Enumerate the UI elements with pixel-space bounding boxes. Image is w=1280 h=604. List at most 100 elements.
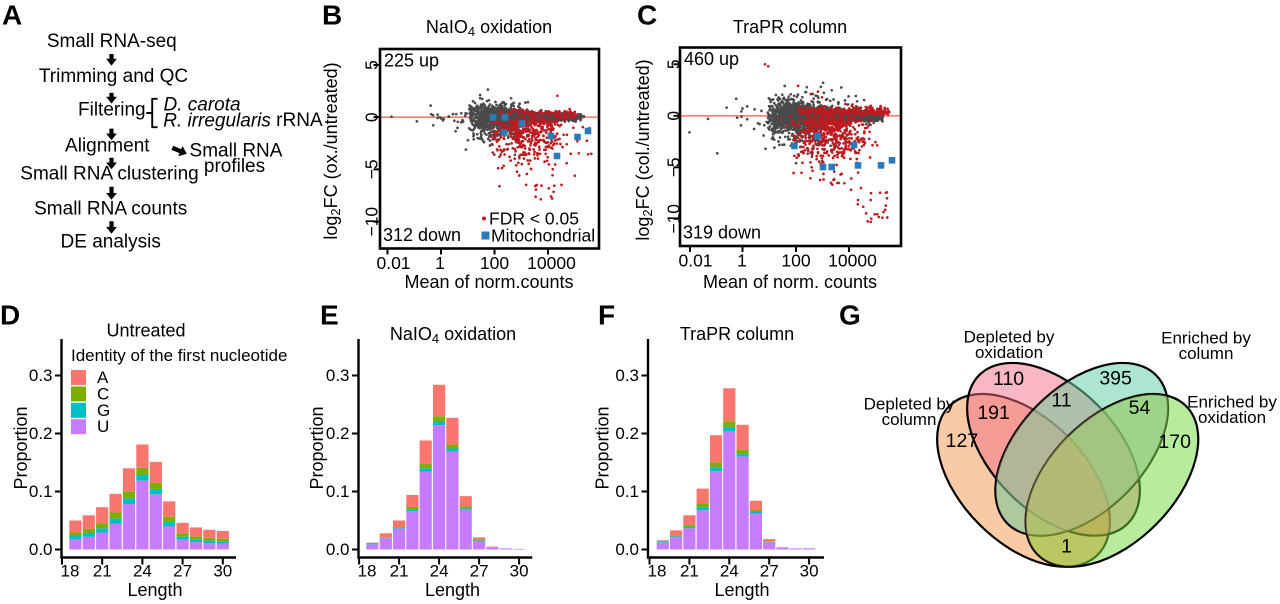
svg-text:Mean of norm. counts: Mean of norm. counts [703, 272, 877, 292]
svg-text:127: 127 [946, 430, 979, 452]
svg-text:24: 24 [430, 562, 449, 581]
svg-text:log2FC (col./untreated): log2FC (col./untreated) [633, 59, 655, 240]
svg-text:NaIO4 oxidation: NaIO4 oxidation [390, 324, 516, 346]
svg-text:0.1: 0.1 [29, 482, 53, 501]
svg-text:Mean of norm.counts: Mean of norm.counts [404, 272, 573, 292]
svg-text:Enriched by: Enriched by [1161, 329, 1251, 348]
svg-text:Proportion: Proportion [593, 406, 613, 489]
svg-text:0.0: 0.0 [615, 540, 639, 559]
svg-text:100: 100 [781, 251, 810, 271]
svg-text:0.01: 0.01 [678, 251, 712, 271]
svg-text:−5: −5 [664, 157, 684, 177]
svg-text:18: 18 [61, 562, 80, 581]
svg-text:11: 11 [1051, 390, 1071, 412]
svg-text:10000: 10000 [828, 251, 877, 271]
svg-text:21: 21 [390, 562, 409, 581]
svg-text:21: 21 [93, 562, 112, 581]
svg-text:B: B [322, 0, 342, 31]
svg-text:−5: −5 [362, 159, 382, 179]
svg-text:Alignment: Alignment [65, 135, 150, 156]
svg-text:F: F [598, 300, 615, 331]
svg-text:54: 54 [1129, 397, 1151, 419]
svg-text:0.3: 0.3 [326, 366, 350, 385]
svg-text:0.1: 0.1 [615, 482, 639, 501]
svg-text:0.2: 0.2 [326, 424, 350, 443]
svg-text:E: E [320, 300, 339, 331]
svg-text:100: 100 [480, 253, 509, 273]
svg-text:1: 1 [435, 253, 445, 273]
svg-text:460 up: 460 up [684, 49, 739, 69]
svg-text:0: 0 [664, 111, 684, 121]
svg-text:log2FC (ox./untreated): log2FC (ox./untreated) [321, 62, 343, 239]
svg-text:319 down: 319 down [683, 223, 761, 243]
svg-text:312 down: 312 down [383, 225, 461, 245]
svg-text:110: 110 [993, 368, 1024, 390]
svg-text:Length: Length [425, 580, 480, 600]
svg-text:Small RNA counts: Small RNA counts [34, 199, 187, 220]
svg-text:Depleted by: Depleted by [864, 395, 955, 414]
svg-text:Trimming and QC: Trimming and QC [39, 66, 188, 87]
svg-text:DE analysis: DE analysis [61, 232, 161, 253]
svg-text:TraPR column: TraPR column [680, 324, 794, 344]
svg-text:0: 0 [362, 112, 382, 122]
svg-text:Identity of the first nucleoti: Identity of the first nucleotide [71, 346, 287, 365]
svg-text:225 up: 225 up [384, 51, 439, 71]
svg-text:FDR < 0.05: FDR < 0.05 [489, 209, 579, 229]
svg-text:1: 1 [737, 251, 747, 271]
svg-text:0.3: 0.3 [29, 366, 53, 385]
svg-text:27: 27 [760, 562, 779, 581]
svg-text:27: 27 [173, 562, 192, 581]
svg-text:18: 18 [358, 562, 377, 581]
svg-text:G: G [839, 300, 861, 331]
svg-text:21: 21 [680, 562, 699, 581]
svg-text:NaIO4 oxidation: NaIO4 oxidation [426, 17, 552, 39]
svg-text:A: A [97, 368, 109, 387]
svg-text:0.0: 0.0 [326, 540, 350, 559]
svg-text:30: 30 [510, 562, 529, 581]
svg-text:0.2: 0.2 [29, 424, 53, 443]
svg-text:5: 5 [664, 59, 684, 69]
svg-text:Proportion: Proportion [11, 406, 31, 489]
svg-text:395: 395 [1099, 368, 1132, 390]
svg-text:Untreated: Untreated [106, 321, 185, 341]
svg-text:24: 24 [720, 562, 739, 581]
svg-text:191: 191 [977, 402, 1010, 424]
svg-text:Mitochondrial: Mitochondrial [491, 226, 595, 246]
svg-text:0.0: 0.0 [29, 540, 53, 559]
svg-text:170: 170 [1158, 431, 1191, 453]
svg-text:oxidation: oxidation [1198, 408, 1266, 427]
svg-text:24: 24 [133, 562, 152, 581]
svg-text:0.2: 0.2 [615, 424, 639, 443]
svg-text:0.3: 0.3 [615, 366, 639, 385]
svg-text:C: C [637, 0, 657, 31]
svg-text:−10: −10 [362, 207, 382, 237]
svg-text:Depleted by: Depleted by [964, 328, 1055, 347]
svg-text:Length: Length [714, 580, 769, 600]
svg-text:profiles: profiles [204, 156, 265, 177]
svg-text:D. carota: D. carota [164, 95, 241, 116]
svg-text:A: A [2, 0, 22, 31]
svg-text:0.01: 0.01 [376, 253, 410, 273]
svg-text:D: D [0, 300, 20, 331]
svg-text:Length: Length [127, 580, 182, 600]
svg-text:Small RNA clustering: Small RNA clustering [20, 164, 198, 185]
svg-text:0.1: 0.1 [326, 482, 350, 501]
svg-text:Proportion: Proportion [307, 406, 327, 489]
svg-text:R. irregularis rRNA: R. irregularis rRNA [163, 110, 323, 131]
svg-text:−10: −10 [664, 204, 684, 234]
svg-text:Enriched by: Enriched by [1187, 393, 1277, 412]
svg-text:30: 30 [213, 562, 232, 581]
svg-text:18: 18 [648, 562, 667, 581]
svg-text:oxidation: oxidation [975, 343, 1043, 362]
svg-text:C: C [97, 384, 109, 403]
svg-text:10000: 10000 [527, 253, 576, 273]
svg-text:30: 30 [800, 562, 819, 581]
svg-text:U: U [97, 417, 109, 436]
svg-text:1: 1 [1061, 536, 1072, 558]
svg-text:Small RNA: Small RNA [190, 141, 283, 162]
svg-text:Small RNA-seq: Small RNA-seq [47, 31, 177, 52]
svg-text:column: column [882, 410, 937, 429]
svg-text:Filtering: Filtering [78, 100, 146, 121]
svg-text:5: 5 [362, 60, 382, 70]
svg-text:column: column [1179, 344, 1234, 363]
